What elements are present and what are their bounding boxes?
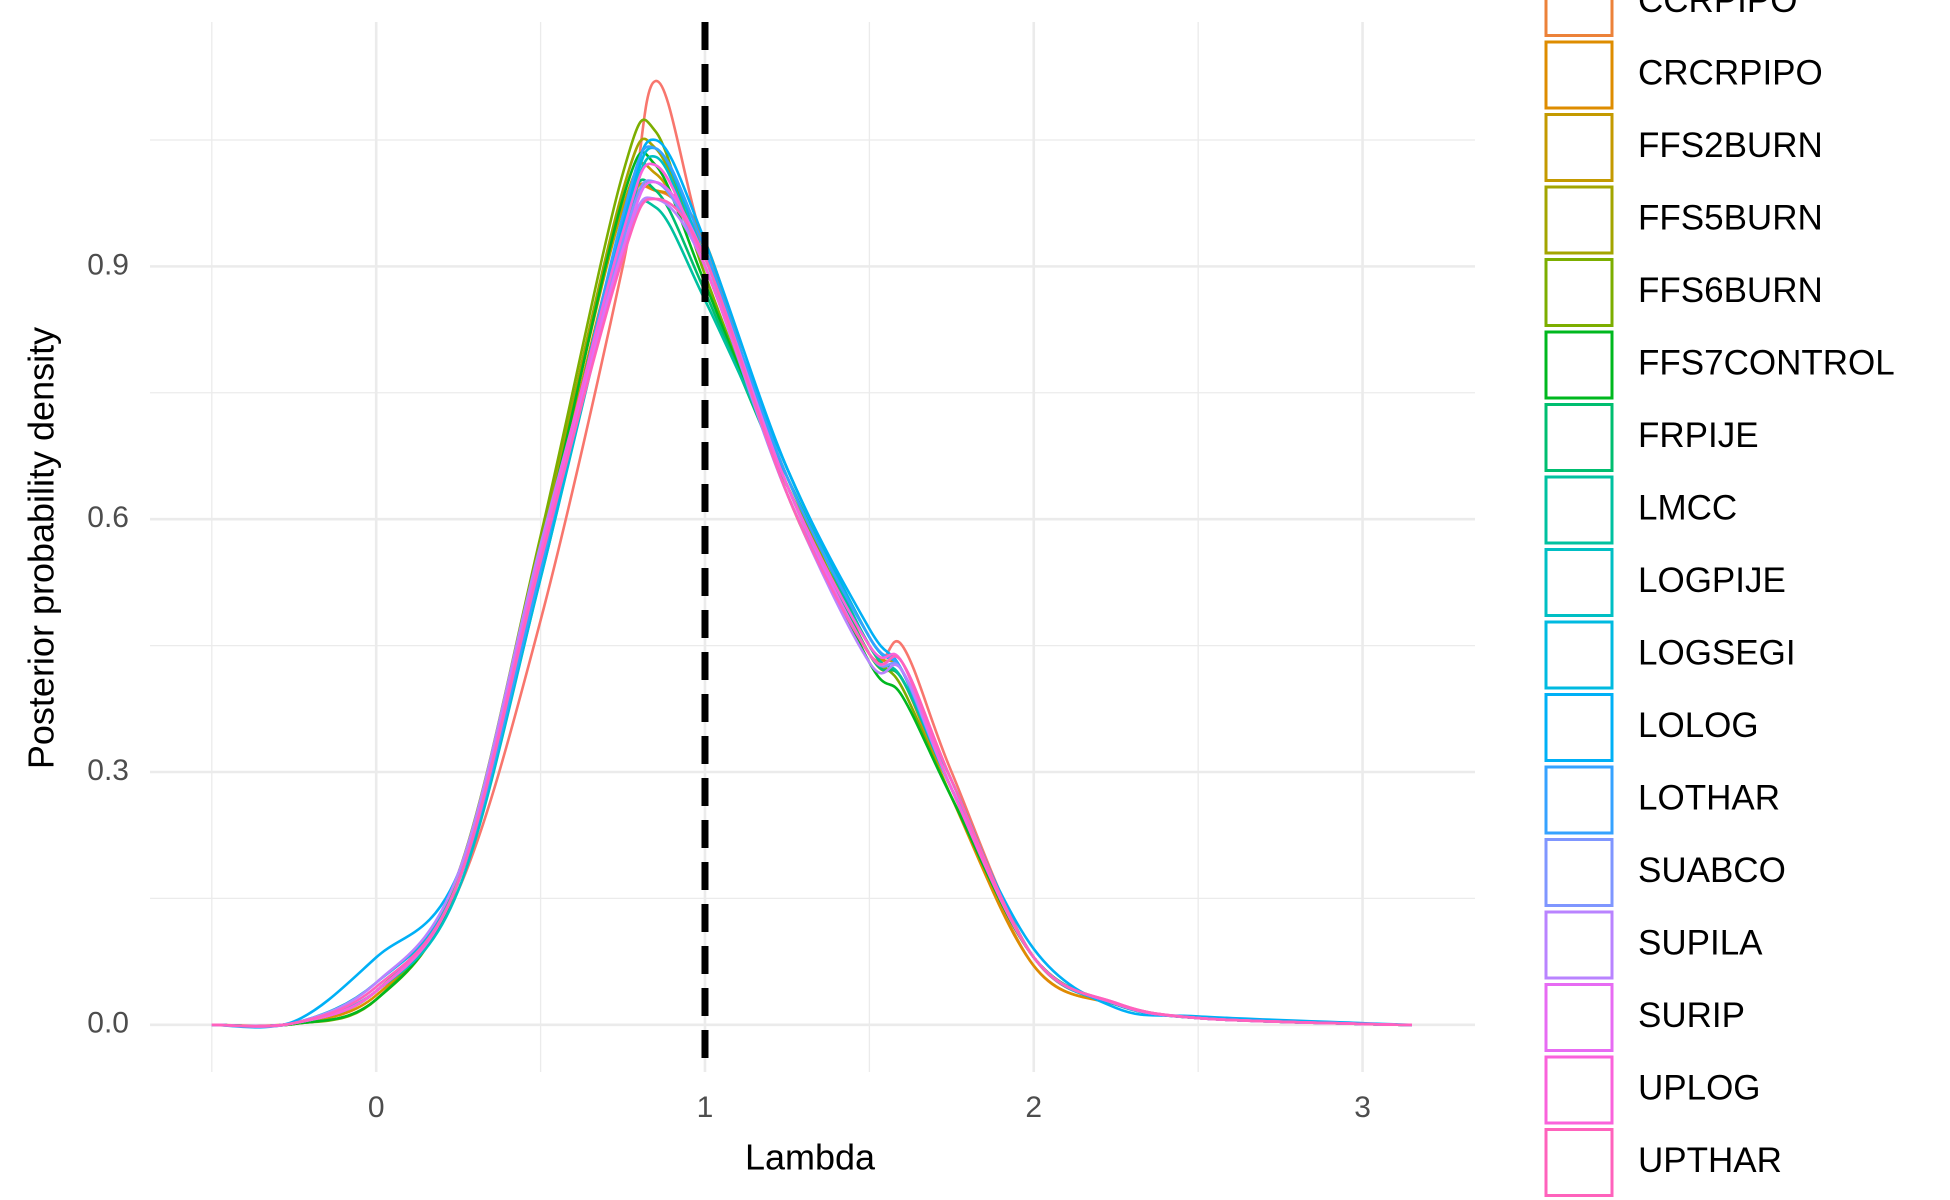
density-line (211, 197, 1412, 1028)
density-line (211, 182, 1412, 1028)
density-line (211, 145, 1412, 1028)
y-tick-label: 0.0 (87, 1007, 129, 1040)
legend-key (1544, 403, 1614, 472)
density-line (211, 150, 1412, 1028)
y-axis-title: Posterior probability density (21, 327, 62, 769)
legend-key (1544, 838, 1614, 907)
y-tick-label: 0.9 (87, 248, 129, 281)
density-line (211, 118, 1412, 1028)
grid (150, 22, 1475, 1072)
legend-key (1544, 185, 1614, 255)
legend-label: FRPIJE (1638, 416, 1759, 455)
legend-key (1544, 40, 1614, 110)
legend-key (1544, 620, 1614, 690)
legend-label: FFS5BURN (1638, 198, 1823, 237)
legend-label: LOGSEGI (1638, 633, 1796, 672)
density-line (211, 162, 1412, 1028)
lines (211, 79, 1412, 1029)
legend-key (1544, 0, 1614, 37)
density-line (211, 146, 1412, 1028)
legend-key (1544, 983, 1614, 1052)
x-tick-label: 1 (697, 1091, 714, 1124)
legend-label: CCRPIPO (1638, 0, 1797, 20)
legend-label: FFS7CONTROL (1638, 343, 1895, 382)
density-line (211, 199, 1412, 1028)
density-line (211, 180, 1412, 1028)
legend-label: LMCC (1638, 488, 1737, 527)
x-tick-label: 2 (1025, 1091, 1042, 1124)
legend-label: FFS6BURN (1638, 271, 1823, 310)
legend-label: LOLOG (1638, 706, 1759, 745)
legend-label: SURIP (1638, 996, 1745, 1035)
legend-label: UPLOG (1638, 1068, 1761, 1107)
density-line (211, 179, 1412, 1028)
y-tick-label: 0.6 (87, 501, 129, 534)
density-line (211, 178, 1412, 1028)
legend-key (1544, 1128, 1614, 1197)
legend-key (1544, 1055, 1614, 1125)
legend-label: FFS2BURN (1638, 126, 1823, 165)
y-tick-label: 0.3 (87, 754, 129, 787)
legend-label: CRCRPIPO (1638, 53, 1823, 92)
legend-key (1544, 330, 1614, 400)
density-line (211, 185, 1412, 1028)
legend-key (1544, 548, 1614, 617)
legend-label: SUPILA (1638, 923, 1763, 962)
legend-key (1544, 475, 1614, 545)
legend-key (1544, 765, 1614, 835)
legend-key (1544, 113, 1614, 182)
x-axis-title: Lambda (745, 1137, 876, 1178)
legend-label: LOTHAR (1638, 778, 1780, 817)
legend-label: UPTHAR (1638, 1141, 1782, 1180)
density-line (211, 154, 1412, 1028)
x-tick-label: 0 (368, 1091, 385, 1124)
density-line (211, 138, 1412, 1029)
density-line (211, 196, 1412, 1028)
density-line (211, 137, 1412, 1028)
legend-label: LOGPIJE (1638, 561, 1786, 600)
legend-label: SUABCO (1638, 851, 1786, 890)
density-line (211, 162, 1412, 1028)
legend-key (1544, 693, 1614, 762)
x-tick-label: 3 (1354, 1091, 1371, 1124)
legend-key (1544, 910, 1614, 980)
legend-key (1544, 258, 1614, 327)
